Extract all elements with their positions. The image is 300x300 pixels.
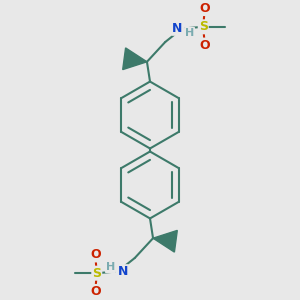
Text: N: N	[172, 22, 183, 35]
Text: O: O	[90, 285, 101, 298]
Text: S: S	[92, 267, 101, 280]
Text: O: O	[90, 248, 101, 261]
Text: S: S	[199, 20, 208, 33]
Polygon shape	[123, 48, 147, 70]
Text: N: N	[117, 265, 128, 278]
Text: O: O	[200, 2, 210, 15]
Text: H: H	[106, 262, 115, 272]
Polygon shape	[153, 230, 177, 252]
Text: O: O	[200, 39, 210, 52]
Text: H: H	[185, 28, 194, 38]
